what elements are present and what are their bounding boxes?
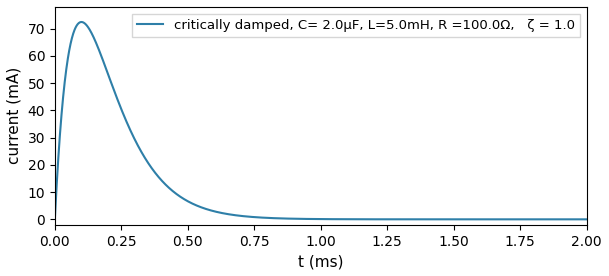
critically damped, C= 2.0μF, L=5.0mH, R =100.0Ω,   ζ = 1.0 bbox=[51, 218, 58, 221]
critically damped, C= 2.0μF, L=5.0mH, R =100.0Ω,   ζ = 1.0 bbox=[78, 20, 85, 24]
critically damped, C= 2.0μF, L=5.0mH, R =100.0Ω,   ζ = 1.0 bbox=[568, 218, 576, 221]
critically damped, C= 2.0μF, L=5.0mH, R =100.0Ω,   ζ = 1.0 bbox=[583, 218, 590, 221]
critically damped, C= 2.0μF, L=5.0mH, R =100.0Ω,   ζ = 1.0 bbox=[470, 218, 477, 221]
critically damped, C= 2.0μF, L=5.0mH, R =100.0Ω,   ζ = 1.0 bbox=[568, 218, 575, 221]
critically damped, C= 2.0μF, L=5.0mH, R =100.0Ω,   ζ = 1.0 bbox=[310, 217, 317, 221]
Y-axis label: current (mA): current (mA) bbox=[7, 67, 22, 164]
critically damped, C= 2.0μF, L=5.0mH, R =100.0Ω,   ζ = 1.0 bbox=[296, 217, 303, 221]
Legend: critically damped, C= 2.0μF, L=5.0mH, R =100.0Ω,   ζ = 1.0: critically damped, C= 2.0μF, L=5.0mH, R … bbox=[132, 14, 580, 37]
critically damped, C= 2.0μF, L=5.0mH, R =100.0Ω,   ζ = 1.0 bbox=[79, 20, 86, 24]
Line: critically damped, C= 2.0μF, L=5.0mH, R =100.0Ω,   ζ = 1.0: critically damped, C= 2.0μF, L=5.0mH, R … bbox=[55, 22, 586, 219]
X-axis label: t (ms): t (ms) bbox=[298, 254, 343, 269]
